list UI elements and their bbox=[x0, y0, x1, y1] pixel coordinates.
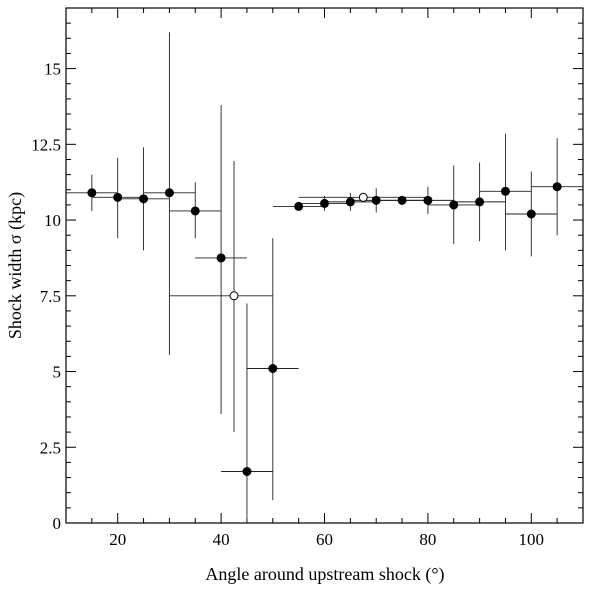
x-tick-label: 60 bbox=[316, 530, 333, 549]
data-point-filled bbox=[397, 195, 407, 205]
data-point-filled bbox=[345, 197, 355, 207]
data-point-filled bbox=[371, 195, 381, 205]
data-point-filled bbox=[268, 364, 278, 373]
axis-tick-labels: 20 40 60 80 100 0 2.5 5 7.5 10 12.5 15 bbox=[31, 60, 544, 549]
x-tick-label: 80 bbox=[419, 530, 436, 549]
data-point-filled bbox=[113, 192, 123, 202]
data-point-filled bbox=[164, 188, 174, 198]
error-bars bbox=[66, 32, 583, 523]
data-point-filled bbox=[423, 195, 433, 205]
data-point-filled bbox=[216, 253, 226, 263]
plot-frame bbox=[65, 7, 584, 524]
data-point-filled bbox=[139, 194, 149, 204]
data-point-filled bbox=[526, 209, 536, 219]
y-tick-label: 15 bbox=[44, 60, 61, 79]
y-tick-label: 5 bbox=[53, 363, 62, 382]
x-tick-label: 20 bbox=[109, 530, 126, 549]
y-tick-label: 2.5 bbox=[40, 438, 61, 457]
data-point-open bbox=[358, 192, 368, 202]
data-point-filled bbox=[552, 182, 562, 192]
data-point-filled bbox=[242, 467, 252, 476]
data-point-filled bbox=[294, 201, 304, 211]
data-point-filled bbox=[449, 200, 459, 210]
y-tick-label: 0 bbox=[53, 514, 62, 533]
x-tick-label: 100 bbox=[519, 530, 545, 549]
data-point-filled bbox=[320, 198, 329, 208]
data-point-filled bbox=[475, 197, 485, 207]
x-axis-label: Angle around upstream shock (°) bbox=[205, 564, 444, 585]
data-markers bbox=[87, 182, 562, 476]
y-tick-label: 7.5 bbox=[40, 287, 61, 306]
data-point-filled bbox=[500, 186, 510, 196]
data-point-filled bbox=[190, 206, 200, 216]
x-tick-label: 40 bbox=[213, 530, 230, 549]
y-tick-label: 12.5 bbox=[31, 135, 61, 154]
axis-ticks bbox=[65, 7, 584, 524]
data-point-filled bbox=[87, 188, 97, 198]
data-point-open bbox=[229, 291, 239, 301]
y-tick-label: 10 bbox=[44, 211, 61, 230]
y-axis-label: Shock width σ (kpc) bbox=[5, 192, 26, 339]
